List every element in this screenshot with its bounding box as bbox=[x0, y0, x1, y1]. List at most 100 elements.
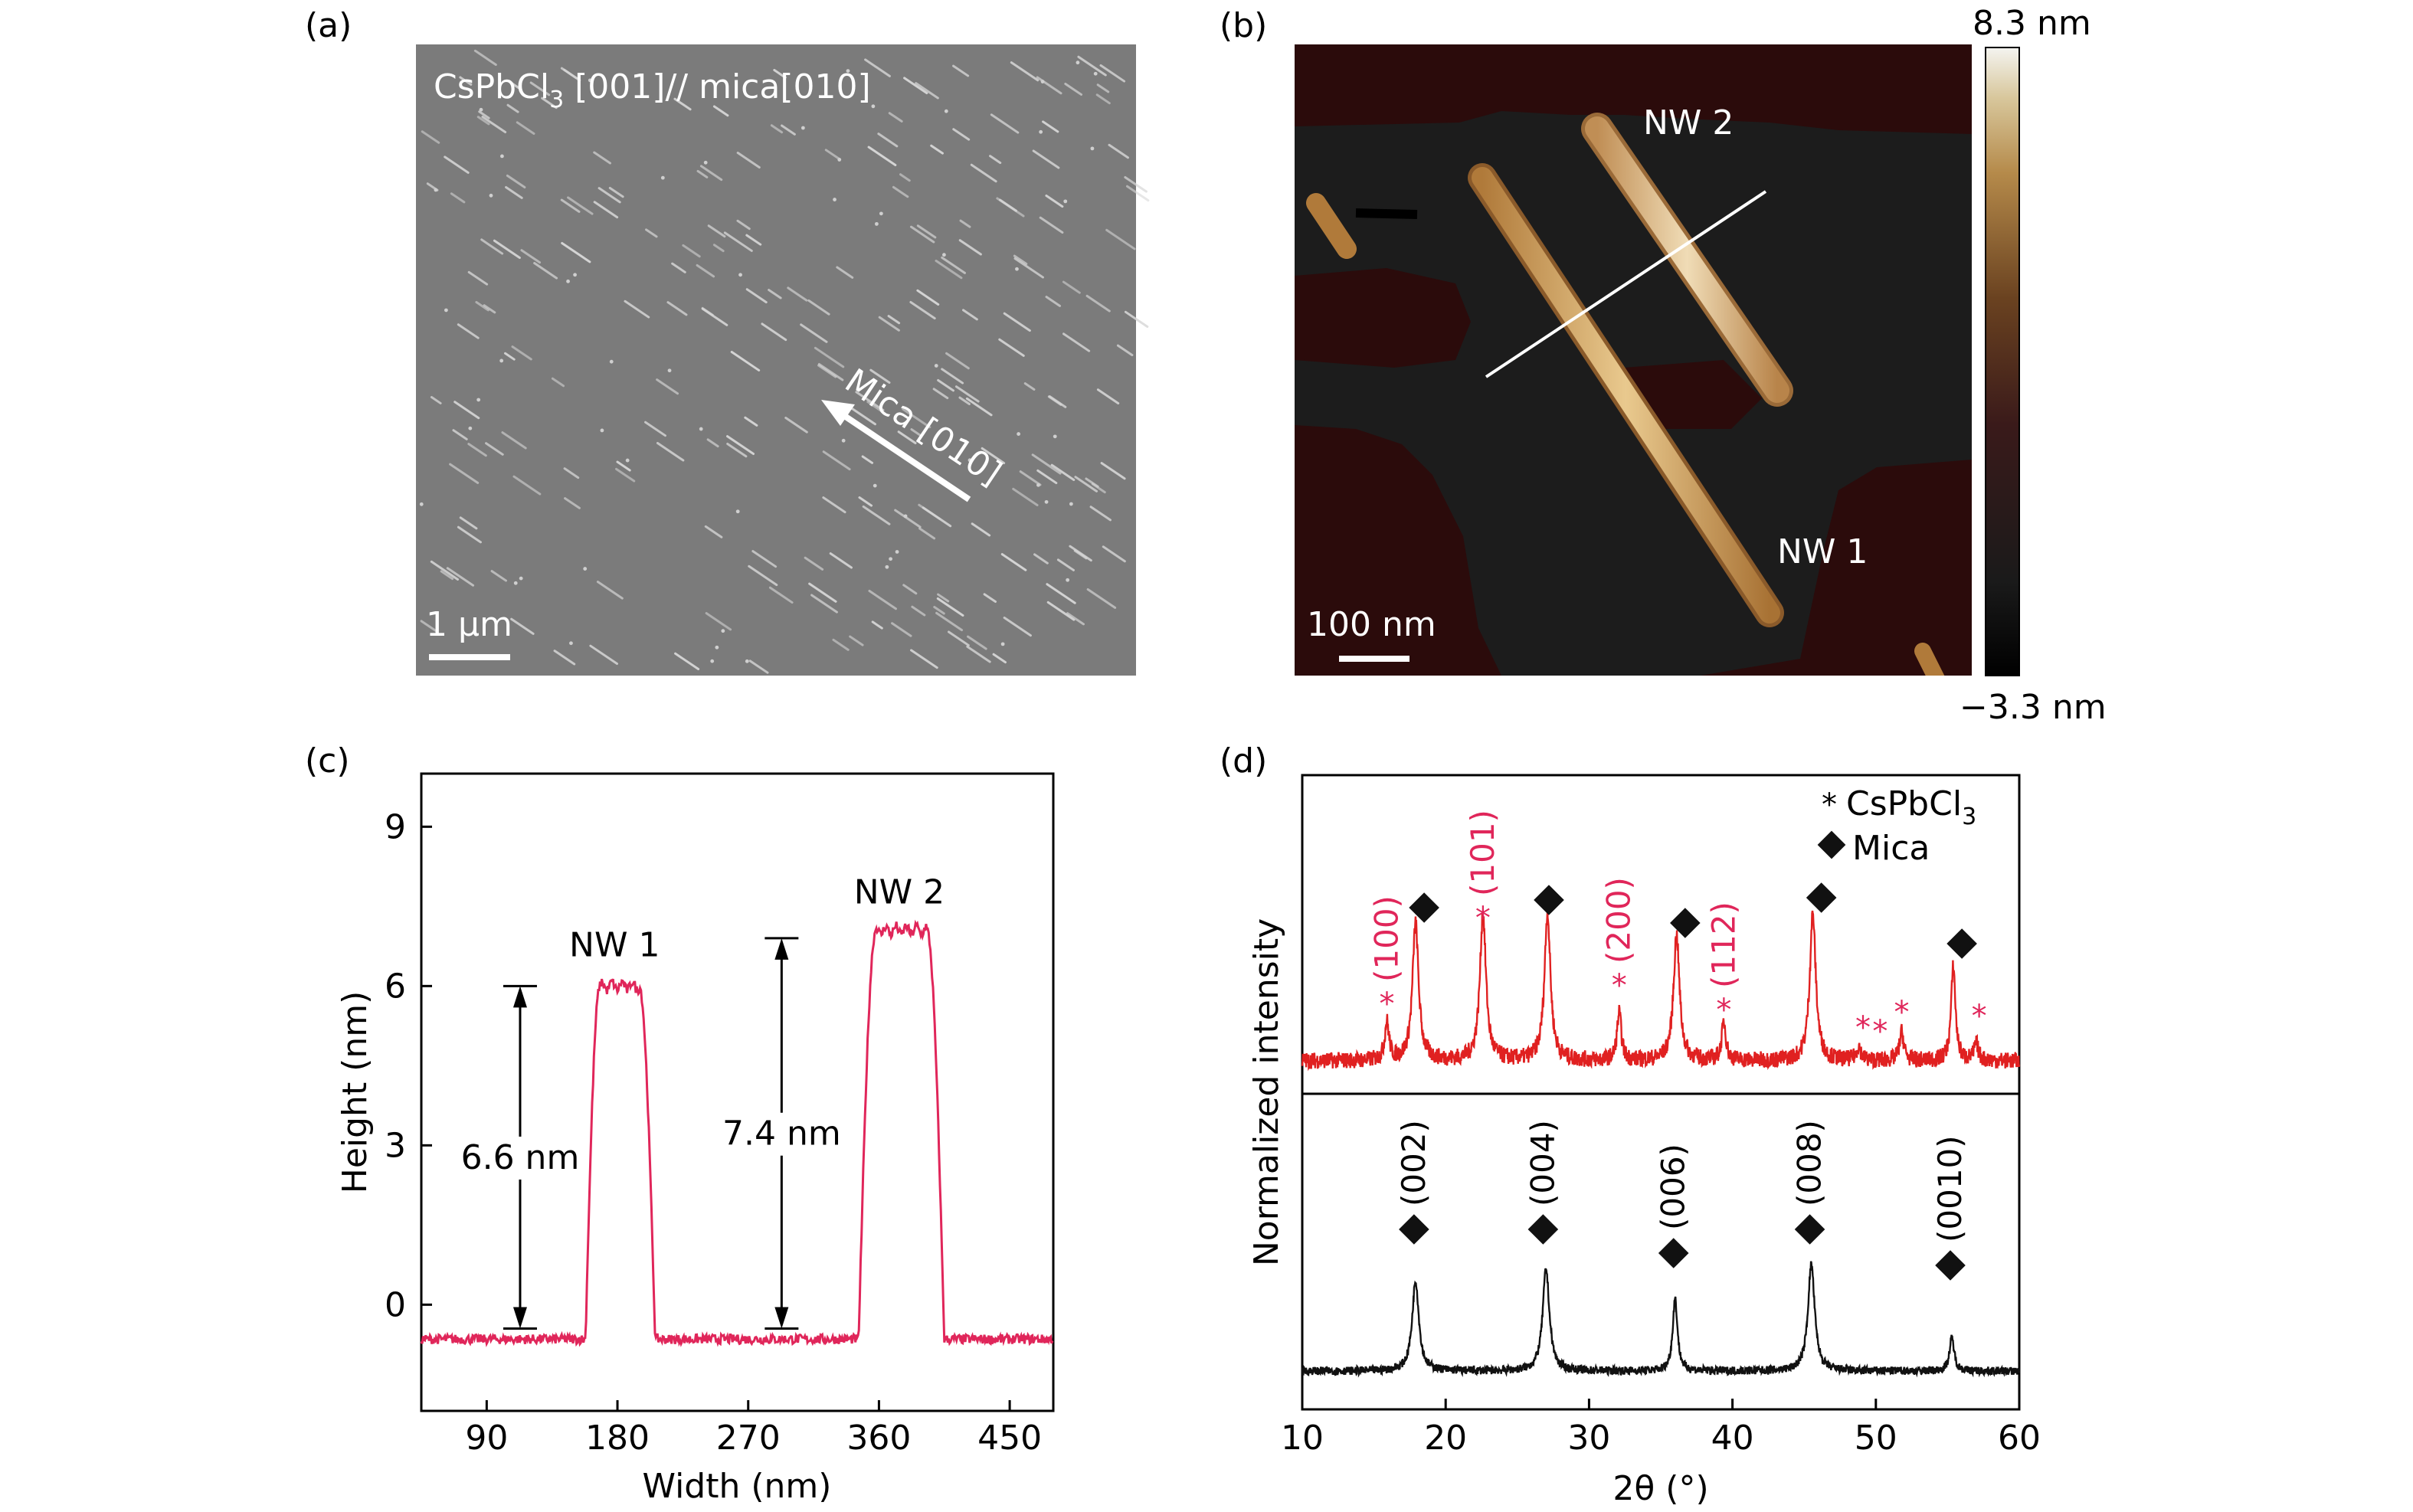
sem-nanowire bbox=[959, 219, 971, 228]
sem-nanowire bbox=[897, 430, 917, 444]
mica-peak-index: (008) bbox=[1791, 1120, 1829, 1206]
y-tick-label: 9 bbox=[385, 807, 406, 846]
sem-nanowire bbox=[787, 286, 808, 302]
sem-nanowire bbox=[858, 496, 873, 507]
colorbar-min-label: −3.3 nm bbox=[1960, 688, 2107, 727]
sem-nanowire bbox=[567, 196, 594, 215]
panel-d-xrd-chart: 10 20 30 40 50 60 *(100) *(101)*(200)*(112)* **… bbox=[1247, 774, 2041, 1508]
sem-nanowire bbox=[918, 527, 936, 540]
sem-particle bbox=[833, 198, 837, 201]
sem-nanowire bbox=[937, 378, 954, 392]
x-tick-label: 50 bbox=[1855, 1419, 1897, 1458]
sem-nanowire bbox=[699, 165, 723, 182]
sem-nanowire bbox=[506, 103, 519, 113]
mica-peak-index: (002) bbox=[1395, 1120, 1432, 1206]
sem-nanowire bbox=[781, 124, 796, 136]
sem-particle bbox=[609, 359, 614, 364]
sem-nanowire bbox=[674, 652, 700, 671]
sem-nanowire bbox=[748, 659, 769, 674]
sem-nanowire bbox=[918, 503, 941, 520]
sem-nanowire bbox=[696, 169, 709, 178]
sem-nanowire bbox=[899, 173, 911, 182]
cspbcl3-peak-star: * bbox=[1872, 1014, 1888, 1049]
sem-nanowire bbox=[1003, 617, 1032, 637]
sem-nanowire bbox=[457, 525, 482, 544]
sem-particle bbox=[942, 253, 946, 257]
sem-nanowire bbox=[814, 346, 845, 368]
sem-particle bbox=[903, 514, 908, 519]
sem-nanowire bbox=[998, 338, 1025, 357]
sem-particle bbox=[738, 273, 742, 277]
x-tick-label: 360 bbox=[846, 1419, 911, 1458]
sem-particle bbox=[967, 458, 972, 463]
sem-nanowire bbox=[551, 377, 565, 388]
sem-nanowire bbox=[916, 289, 940, 306]
legend-diamond-marker bbox=[1817, 830, 1846, 859]
y-tick-label: 0 bbox=[385, 1285, 406, 1324]
colorbar-max-label: 8.3 nm bbox=[1973, 4, 2091, 43]
sem-nanowire bbox=[1099, 64, 1126, 83]
y-tick-label: 6 bbox=[385, 967, 406, 1006]
sem-nanowire bbox=[954, 385, 980, 403]
sem-nanowire bbox=[1124, 175, 1148, 193]
dimension-arrowhead bbox=[512, 1307, 527, 1329]
sem-nanowire bbox=[430, 396, 442, 404]
profile-axis-ticks: 90 180 270 360 450 0 3 6 9 bbox=[385, 807, 1042, 1458]
sem-nanowire bbox=[459, 76, 473, 86]
dimension-label-bg bbox=[720, 1112, 843, 1156]
sem-particle bbox=[703, 160, 708, 165]
sem-nanowire bbox=[832, 638, 850, 651]
sem-nanowire bbox=[563, 467, 580, 479]
afm-scale-label: 100 nm bbox=[1307, 605, 1436, 644]
sem-nanowire bbox=[894, 509, 922, 529]
sem-nanowire bbox=[861, 455, 874, 464]
panel-label-c: (c) bbox=[305, 741, 350, 781]
sem-nanowire bbox=[712, 244, 725, 253]
mica-peak-diamond bbox=[1670, 908, 1701, 938]
sem-nanowire bbox=[902, 407, 931, 429]
sem-nanowire bbox=[476, 116, 490, 126]
panel-b-afm-image: NW 2 NW 1 100 nm 8.3 nm −3.3 nm bbox=[1295, 4, 2107, 727]
sem-nanowire bbox=[1036, 76, 1062, 95]
mica-peak-index: (004) bbox=[1524, 1120, 1561, 1206]
x-tick-label: 40 bbox=[1711, 1419, 1754, 1458]
panel-label-a: (a) bbox=[305, 6, 352, 45]
sem-particle bbox=[895, 550, 899, 554]
sem-nanowire bbox=[726, 435, 755, 456]
cspbcl3-peak-star: * bbox=[1855, 1010, 1871, 1046]
sem-particle bbox=[1015, 267, 1019, 271]
sem-nanowire bbox=[440, 570, 454, 581]
xrd-pattern-cspbcl3-on-mica bbox=[1301, 910, 2021, 1072]
afm-nw1-label: NW 1 bbox=[1777, 532, 1868, 571]
x-tick-label: 180 bbox=[585, 1419, 650, 1458]
dimension-label-bg bbox=[458, 1136, 581, 1180]
sem-nanowire bbox=[1102, 545, 1126, 563]
xrd-x-axis-label: 2θ (°) bbox=[1612, 1469, 1708, 1508]
sem-nanowire bbox=[868, 589, 897, 610]
sem-nanowire bbox=[696, 263, 715, 278]
sem-nanowire bbox=[1089, 506, 1112, 522]
peak-label: NW 1 bbox=[569, 926, 660, 965]
sem-nanowire bbox=[1047, 395, 1062, 406]
sem-nanowire bbox=[992, 653, 1007, 664]
sem-nanowire bbox=[744, 416, 758, 427]
sem-particle bbox=[499, 358, 504, 363]
sem-nanowire bbox=[867, 146, 897, 167]
sem-particle bbox=[583, 567, 588, 571]
peak-label: NW 2 bbox=[854, 872, 945, 911]
sem-nanowire bbox=[891, 622, 912, 637]
sem-particle bbox=[573, 273, 577, 277]
sem-nanowire bbox=[444, 155, 470, 174]
sem-nanowire bbox=[869, 368, 891, 384]
sem-nanowire bbox=[666, 301, 688, 316]
sem-nanowire bbox=[1096, 83, 1110, 93]
cspbcl3-peak-index: (112) bbox=[1704, 902, 1742, 988]
sem-particle bbox=[889, 557, 893, 561]
sem-nanowire bbox=[784, 417, 808, 434]
x-tick-label: 10 bbox=[1281, 1419, 1324, 1458]
sem-nanowire bbox=[593, 151, 611, 165]
sem-nanowire bbox=[877, 133, 899, 148]
sem-particle bbox=[667, 368, 672, 373]
sem-nanowire bbox=[850, 407, 876, 426]
sem-nanowire bbox=[989, 155, 1002, 165]
